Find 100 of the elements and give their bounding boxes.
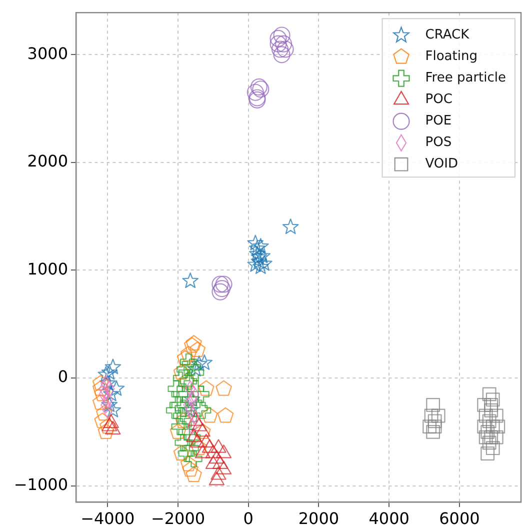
- point: [276, 40, 294, 58]
- legend-label: POE: [425, 114, 452, 129]
- point: [480, 446, 495, 460]
- point: [180, 456, 197, 472]
- legend-label: CRACK: [425, 28, 470, 43]
- point: [173, 444, 190, 461]
- point: [252, 258, 269, 274]
- point: [192, 386, 210, 403]
- point: [182, 272, 198, 288]
- point: [249, 246, 266, 262]
- point: [273, 26, 290, 44]
- point: [424, 408, 438, 423]
- point: [256, 255, 272, 271]
- legend-label: POC: [425, 92, 452, 108]
- point: [175, 412, 192, 428]
- point: [482, 414, 496, 428]
- point: [212, 276, 229, 293]
- point: [174, 400, 192, 417]
- point: [271, 40, 289, 58]
- point: [246, 84, 264, 101]
- point: [478, 408, 493, 423]
- point: [428, 420, 442, 434]
- point: [250, 253, 268, 269]
- x-tick-label: 0: [243, 508, 254, 526]
- point: [184, 358, 201, 376]
- legend-label: Floating: [425, 49, 478, 64]
- x-tick-label: −4000: [80, 508, 135, 526]
- y-tick-label: −1000: [14, 474, 68, 494]
- point: [249, 240, 266, 256]
- point: [273, 46, 290, 64]
- point: [484, 398, 498, 412]
- point: [477, 398, 492, 412]
- point: [176, 386, 194, 403]
- point: [170, 423, 186, 439]
- point: [217, 407, 234, 423]
- point: [212, 283, 229, 300]
- point: [180, 346, 197, 362]
- point: [422, 420, 436, 434]
- legend-label: VOID: [425, 156, 458, 172]
- point: [166, 402, 184, 419]
- point: [194, 402, 212, 419]
- point: [101, 364, 118, 380]
- point: [98, 423, 114, 439]
- point: [491, 420, 506, 434]
- point: [176, 350, 194, 366]
- point: [185, 450, 202, 468]
- point: [178, 444, 196, 462]
- point: [198, 380, 214, 396]
- point: [178, 423, 196, 440]
- x-tick-label: 4000: [368, 508, 410, 526]
- point: [282, 218, 299, 234]
- point: [196, 354, 213, 370]
- point: [186, 466, 202, 482]
- point: [489, 408, 504, 423]
- point: [486, 441, 500, 456]
- point: [213, 280, 231, 298]
- point: [247, 234, 264, 250]
- point: [484, 430, 498, 444]
- point: [275, 35, 292, 52]
- point: [92, 380, 109, 396]
- y-tick-label: 0: [58, 367, 68, 386]
- point: [180, 410, 198, 428]
- x-tick-label: 6000: [439, 508, 480, 526]
- point: [173, 364, 190, 380]
- x-tick-label: −2000: [150, 508, 206, 526]
- x-tick-label: 2000: [298, 508, 340, 526]
- y-tick-label: 3000: [27, 44, 68, 63]
- point: [180, 353, 198, 370]
- legend-label: POS: [425, 135, 452, 150]
- point: [252, 238, 269, 254]
- point: [486, 420, 500, 434]
- point: [254, 248, 271, 264]
- y-tick-label: 1000: [27, 259, 68, 278]
- point: [484, 403, 498, 418]
- point: [104, 402, 122, 418]
- point: [171, 386, 188, 403]
- point: [187, 364, 204, 382]
- point: [94, 386, 111, 402]
- point: [486, 392, 500, 407]
- point: [104, 358, 122, 374]
- legend-label: Free particle: [425, 70, 506, 86]
- point: [168, 380, 185, 398]
- point: [98, 366, 114, 382]
- point: [428, 414, 442, 428]
- point: [100, 374, 116, 390]
- point: [482, 436, 496, 450]
- point: [482, 387, 496, 402]
- point: [101, 396, 118, 412]
- point: [426, 398, 440, 412]
- point: [96, 405, 112, 421]
- point: [216, 380, 232, 396]
- point: [190, 355, 208, 372]
- point: [270, 30, 287, 48]
- point: [247, 256, 264, 272]
- point: [270, 35, 287, 52]
- point: [103, 386, 120, 402]
- point: [182, 461, 198, 477]
- point: [480, 424, 495, 439]
- point: [176, 360, 194, 378]
- point: [108, 380, 125, 396]
